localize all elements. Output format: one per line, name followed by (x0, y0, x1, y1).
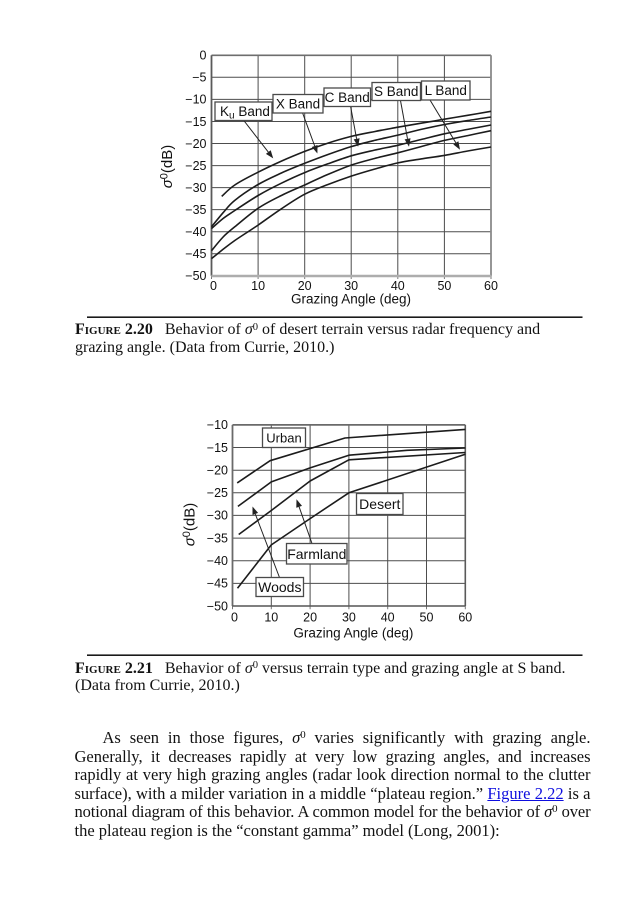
svg-text:σ0(dB): σ0(dB) (181, 503, 199, 547)
svg-text:10: 10 (251, 279, 265, 293)
svg-text:20: 20 (298, 279, 312, 293)
svg-text:−15: −15 (207, 441, 228, 455)
svg-text:Grazing Angle (deg): Grazing Angle (deg) (293, 626, 413, 641)
svg-text:−35: −35 (185, 203, 206, 217)
svg-text:L Band: L Band (425, 83, 467, 98)
svg-text:−15: −15 (185, 115, 206, 129)
svg-text:C Band: C Band (325, 90, 370, 105)
svg-text:50: 50 (437, 279, 451, 293)
svg-text:Ku Band: Ku Band (220, 104, 270, 122)
svg-text:0: 0 (200, 49, 207, 63)
svg-text:−5: −5 (192, 71, 206, 85)
svg-text:−45: −45 (185, 247, 206, 261)
svg-text:0: 0 (231, 611, 238, 625)
svg-text:40: 40 (381, 611, 395, 625)
svg-text:−30: −30 (207, 509, 228, 523)
svg-text:−50: −50 (207, 599, 228, 613)
svg-text:−30: −30 (185, 181, 206, 195)
svg-text:−10: −10 (207, 418, 228, 432)
svg-text:40: 40 (391, 279, 405, 293)
svg-text:60: 60 (458, 611, 472, 625)
svg-text:0: 0 (210, 279, 217, 293)
svg-text:−50: −50 (185, 269, 206, 283)
svg-text:−25: −25 (185, 159, 206, 173)
svg-text:10: 10 (264, 611, 278, 625)
svg-text:−40: −40 (207, 554, 228, 568)
svg-text:Urban: Urban (266, 430, 301, 445)
svg-text:Farmland: Farmland (287, 546, 346, 562)
svg-text:30: 30 (342, 611, 356, 625)
svg-text:−25: −25 (207, 486, 228, 500)
svg-text:S Band: S Band (374, 84, 418, 99)
svg-text:30: 30 (344, 279, 358, 293)
svg-text:−35: −35 (207, 531, 228, 545)
svg-text:σ0(dB): σ0(dB) (159, 145, 177, 189)
svg-text:−10: −10 (185, 93, 206, 107)
svg-text:20: 20 (303, 611, 317, 625)
svg-text:−20: −20 (207, 464, 228, 478)
svg-text:−40: −40 (185, 225, 206, 239)
svg-text:Desert: Desert (359, 496, 400, 512)
svg-text:Woods: Woods (258, 579, 301, 595)
svg-text:−45: −45 (207, 577, 228, 591)
svg-text:Grazing Angle (deg): Grazing Angle (deg) (291, 292, 411, 307)
svg-text:X Band: X Band (276, 96, 320, 111)
svg-text:−20: −20 (185, 137, 206, 151)
svg-text:60: 60 (484, 279, 498, 293)
svg-text:50: 50 (420, 611, 434, 625)
